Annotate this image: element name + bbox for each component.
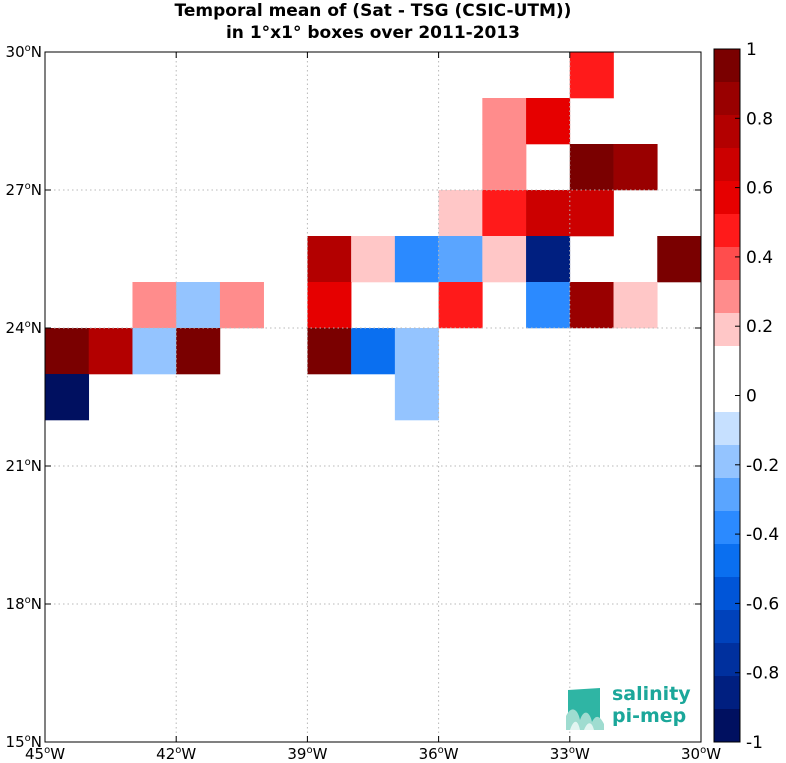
colorbar-tick-label: 0.6 bbox=[746, 179, 773, 199]
colorbar: 1 0.8 0.6 0.4 0.2 0 -0.2 -0.4 -0.6 -0.8 -1 bbox=[713, 40, 779, 753]
colorbar-swatch bbox=[714, 511, 740, 545]
colorbar-tick-label: -0.6 bbox=[746, 594, 779, 614]
colorbar-swatch bbox=[714, 346, 740, 380]
colorbar-swatch bbox=[714, 247, 740, 281]
colorbar-swatch bbox=[714, 313, 740, 347]
colorbar-tick-label: 1 bbox=[746, 40, 757, 60]
heatmap-cell bbox=[394, 328, 439, 375]
map-title: Temporal mean of (Sat - TSG (CSIC-UTM)) … bbox=[45, 0, 701, 44]
heatmap-cell bbox=[132, 282, 177, 329]
heatmap-cell bbox=[307, 236, 352, 283]
colorbar-swatch bbox=[714, 49, 740, 83]
heatmap-cell bbox=[482, 144, 527, 191]
heatmap-cell bbox=[307, 328, 352, 375]
colorbar-swatch bbox=[714, 148, 740, 182]
colorbar-swatch bbox=[714, 412, 740, 446]
heatmap-cell bbox=[351, 328, 396, 375]
heatmap-cell bbox=[569, 52, 614, 99]
y-tick-label: 30oN bbox=[6, 43, 42, 61]
x-tick-label: 33oW bbox=[550, 745, 590, 763]
x-tick-label: 30oW bbox=[681, 745, 721, 763]
colorbar-tick-label: -1 bbox=[746, 733, 763, 753]
heatmap-cell bbox=[482, 98, 527, 145]
plot-frame bbox=[44, 51, 702, 743]
heatmap-cell bbox=[569, 144, 614, 191]
colorbar-swatch bbox=[714, 610, 740, 644]
x-tick-label: 36oW bbox=[419, 745, 459, 763]
heatmap-cell bbox=[657, 236, 702, 283]
colorbar-swatch bbox=[714, 478, 740, 512]
logo-word-salinity: salinity bbox=[612, 683, 691, 705]
heatmap-cell bbox=[569, 282, 614, 329]
colorbar-swatch bbox=[714, 643, 740, 677]
heatmap-cell bbox=[613, 282, 658, 329]
colorbar-swatch bbox=[714, 115, 740, 149]
x-tick-label: 45oW bbox=[25, 745, 65, 763]
heatmap-cell bbox=[351, 236, 396, 283]
x-tick-label: 39oW bbox=[287, 745, 327, 763]
heatmap-cell bbox=[438, 282, 483, 329]
y-tick-label: 15oN bbox=[6, 733, 42, 751]
heatmap-cell bbox=[132, 328, 177, 375]
axis-ticks: 45oW 42oW 39oW 36oW 33oW 30oW 15oN 18oN 21oN 24oN… bbox=[6, 43, 722, 763]
heatmap-cell bbox=[613, 144, 658, 191]
colorbar-tick-label: 0.4 bbox=[746, 248, 773, 268]
heatmap-cell bbox=[219, 282, 264, 329]
heatmap-cell bbox=[45, 374, 90, 421]
heatmap-cell bbox=[482, 236, 527, 283]
heatmap-cell bbox=[176, 328, 221, 375]
y-tick-label: 18oN bbox=[6, 595, 42, 613]
heatmap-cell bbox=[482, 190, 527, 237]
heatmap-cell bbox=[394, 236, 439, 283]
heatmap-cell bbox=[526, 98, 571, 145]
y-tick-label: 27oN bbox=[6, 181, 42, 199]
heatmap-cell bbox=[88, 328, 133, 375]
colorbar-swatch bbox=[714, 577, 740, 611]
colorbar-swatch bbox=[714, 82, 740, 116]
x-tick-label: 42oW bbox=[156, 745, 196, 763]
heatmap-cell bbox=[176, 282, 221, 329]
heatmap-cells bbox=[45, 52, 702, 421]
heatmap-cell bbox=[569, 190, 614, 237]
colorbar-swatch bbox=[714, 214, 740, 248]
colorbar-swatch bbox=[714, 280, 740, 314]
colorbar-swatch bbox=[714, 181, 740, 215]
heatmap-cell bbox=[45, 328, 90, 375]
colorbar-swatch bbox=[714, 544, 740, 578]
wave-logo-icon bbox=[566, 688, 604, 730]
y-tick-label: 21oN bbox=[6, 457, 42, 475]
heatmap-cell bbox=[438, 190, 483, 237]
heatmap-cell bbox=[394, 374, 439, 421]
colorbar-tick-label: 0.2 bbox=[746, 317, 773, 337]
colorbar-swatch bbox=[714, 445, 740, 479]
colorbar-tick-label: 0.8 bbox=[746, 109, 773, 129]
heatmap-cell bbox=[438, 236, 483, 283]
colorbar-tick-label: -0.2 bbox=[746, 456, 779, 476]
grid-lines bbox=[45, 52, 701, 742]
colorbar-tick-label: -0.8 bbox=[746, 664, 779, 684]
heatmap-cell bbox=[526, 190, 571, 237]
colorbar-tick-label: 0 bbox=[746, 387, 757, 407]
colorbar-tick-label: -0.4 bbox=[746, 525, 779, 545]
heatmap-cell bbox=[307, 282, 352, 329]
title-line-2: in 1°x1° boxes over 2011-2013 bbox=[225, 23, 521, 43]
colorbar-swatch bbox=[714, 709, 740, 743]
y-tick-label: 24oN bbox=[6, 319, 42, 337]
logo-word-pi-mep: pi-mep bbox=[612, 705, 687, 727]
heatmap-cell bbox=[526, 282, 571, 329]
heatmap-cell bbox=[526, 236, 571, 283]
salinity-pi-mep-logo: salinity pi-mep bbox=[562, 684, 702, 732]
colorbar-swatch bbox=[714, 676, 740, 710]
title-line-1: Temporal mean of (Sat - TSG (CSIC-UTM)) bbox=[174, 1, 572, 21]
